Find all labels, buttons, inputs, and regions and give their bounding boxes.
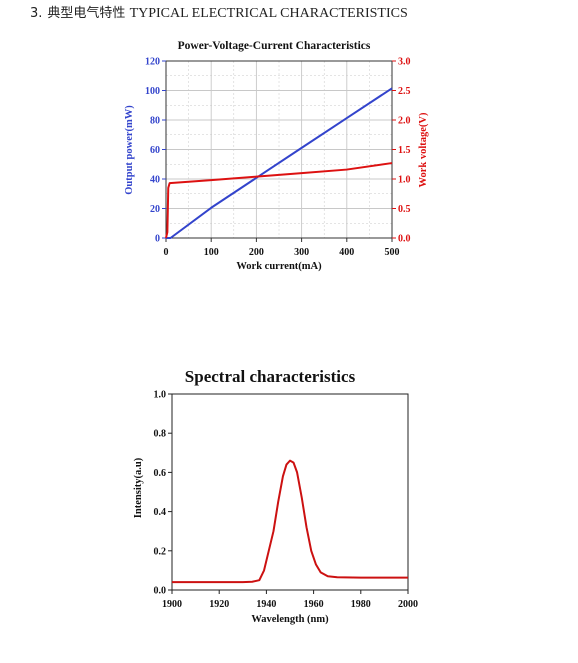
pvc-y-tick-label: 100 bbox=[145, 86, 160, 97]
spectral-x-tick-label: 2000 bbox=[398, 599, 418, 610]
pvc-voltage-line bbox=[165, 162, 393, 239]
pvc-ticks: 0 100 200 300 400 500 0 20 40 60 80 100 120 0.0 0.5 1.0… bbox=[145, 57, 411, 259]
pvc-x-tick-label: 0 bbox=[164, 247, 169, 258]
spectral-ticks: 1900 1920 1940 1960 1980 2000 0.0 0.2 0.4 0.6 0.8 1… bbox=[154, 390, 419, 611]
spectral-y-tick-label: 0.6 bbox=[154, 468, 167, 479]
pvc-y-tick-label: 40 bbox=[150, 175, 160, 186]
pvc-gridlines bbox=[166, 61, 392, 238]
pvc-y-tick-label: 120 bbox=[145, 57, 160, 68]
pvc-x-tick-label: 200 bbox=[249, 247, 264, 258]
pvc-y2-tick-label: 1.0 bbox=[398, 175, 411, 186]
spectral-y-tick-label: 1.0 bbox=[154, 390, 167, 401]
spectral-x-axis-label: Wavelength (nm) bbox=[251, 614, 329, 625]
pvc-chart: Power-Voltage-Current Characteristics 0 1… bbox=[124, 40, 429, 272]
pvc-y2-axis-label: Work voltage(V) bbox=[418, 112, 429, 187]
pvc-series bbox=[165, 87, 393, 239]
pvc-y2-tick-label: 1.5 bbox=[398, 145, 411, 156]
section-heading: 3. 典型电气特性 TYPICAL ELECTRICAL CHARACTERIST… bbox=[30, 2, 408, 22]
section-number: 3. bbox=[30, 6, 43, 21]
spectral-chart: Spectral characteristics 1900 1920 1940 196… bbox=[133, 367, 418, 625]
pvc-x-tick-label: 300 bbox=[294, 247, 309, 258]
spectral-intensity-line bbox=[172, 459, 408, 584]
spectral-chart-title: Spectral characteristics bbox=[185, 367, 356, 386]
pvc-power-line bbox=[166, 87, 393, 239]
section-title-en: TYPICAL ELECTRICAL CHARACTERISTICS bbox=[129, 6, 408, 21]
pvc-y2-tick-label: 0.0 bbox=[398, 234, 411, 245]
spectral-y-tick-label: 0.2 bbox=[154, 546, 167, 557]
pvc-y2-tick-label: 0.5 bbox=[398, 204, 411, 215]
spectral-y-tick-label: 0.0 bbox=[154, 586, 167, 597]
pvc-y2-tick-label: 2.5 bbox=[398, 86, 411, 97]
pvc-x-tick-label: 400 bbox=[339, 247, 354, 258]
pvc-y-tick-label: 0 bbox=[155, 234, 160, 245]
pvc-y-axis-label: Output power(mW) bbox=[124, 105, 135, 195]
spectral-y-tick-label: 0.8 bbox=[154, 429, 167, 440]
pvc-y-tick-label: 60 bbox=[150, 145, 160, 156]
section-title-cn: 典型电气特性 bbox=[47, 6, 126, 21]
spectral-x-tick-label: 1980 bbox=[351, 599, 371, 610]
spectral-series bbox=[172, 459, 408, 584]
spectral-y-axis-label: Intensity(a.u) bbox=[133, 457, 144, 518]
pvc-chart-title: Power-Voltage-Current Characteristics bbox=[178, 40, 371, 52]
spectral-x-tick-label: 1900 bbox=[162, 599, 182, 610]
pvc-x-axis-label: Work current(mA) bbox=[236, 261, 322, 272]
spectral-x-tick-label: 1920 bbox=[209, 599, 229, 610]
pvc-y-tick-label: 80 bbox=[150, 116, 160, 127]
spectral-y-tick-label: 0.4 bbox=[154, 507, 167, 518]
pvc-y2-tick-label: 2.0 bbox=[398, 116, 411, 127]
pvc-y-tick-label: 20 bbox=[150, 204, 160, 215]
pvc-x-tick-label: 500 bbox=[385, 247, 400, 258]
spectral-plot-frame bbox=[171, 393, 409, 591]
pvc-x-tick-label: 100 bbox=[204, 247, 219, 258]
spectral-x-tick-label: 1960 bbox=[304, 599, 324, 610]
spectral-x-tick-label: 1940 bbox=[256, 599, 276, 610]
pvc-y2-tick-label: 3.0 bbox=[398, 57, 411, 68]
